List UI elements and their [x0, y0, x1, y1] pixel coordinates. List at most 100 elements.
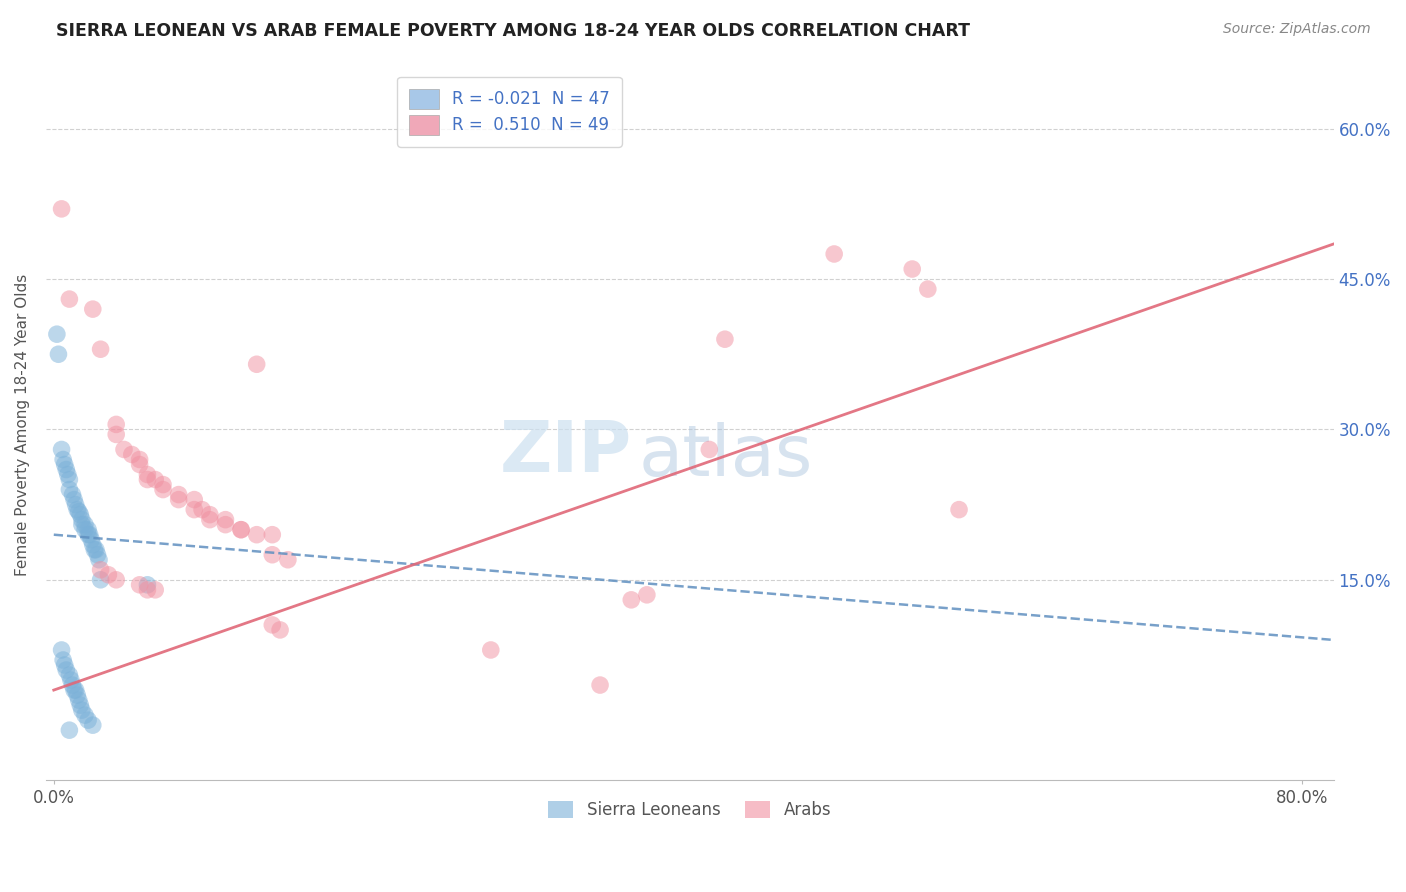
Point — [121, 448, 143, 462]
Point — [823, 247, 845, 261]
Point — [128, 452, 150, 467]
Point — [714, 332, 737, 346]
Point — [636, 588, 658, 602]
Point — [48, 347, 70, 361]
Text: SIERRA LEONEAN VS ARAB FEMALE POVERTY AMONG 18-24 YEAR OLDS CORRELATION CHART: SIERRA LEONEAN VS ARAB FEMALE POVERTY AM… — [56, 22, 970, 40]
Point — [97, 567, 120, 582]
Point — [105, 417, 128, 432]
Point — [67, 693, 90, 707]
Point — [51, 442, 73, 457]
Point — [191, 502, 214, 516]
Point — [82, 538, 104, 552]
Point — [917, 282, 939, 296]
Point — [73, 708, 96, 723]
Point — [55, 663, 77, 677]
Point — [65, 498, 87, 512]
Point — [58, 723, 80, 738]
Point — [56, 467, 79, 482]
Point — [198, 513, 221, 527]
Point — [77, 713, 100, 727]
Point — [82, 302, 104, 317]
Point — [167, 492, 190, 507]
Point — [45, 327, 67, 342]
Point — [183, 492, 205, 507]
Point — [67, 505, 90, 519]
Point — [51, 643, 73, 657]
Point — [62, 487, 84, 501]
Point — [82, 718, 104, 732]
Point — [214, 513, 236, 527]
Point — [697, 442, 720, 457]
Point — [84, 542, 107, 557]
Point — [58, 668, 80, 682]
Point — [262, 527, 284, 541]
Point — [66, 688, 89, 702]
Point — [79, 527, 101, 541]
Point — [136, 467, 159, 482]
Point — [58, 473, 80, 487]
Point — [63, 492, 86, 507]
Point — [246, 357, 269, 371]
Point — [901, 262, 924, 277]
Point — [73, 517, 96, 532]
Point — [90, 343, 112, 357]
Point — [70, 517, 93, 532]
Point — [70, 703, 93, 717]
Point — [479, 643, 502, 657]
Point — [66, 502, 89, 516]
Point — [77, 527, 100, 541]
Point — [198, 508, 221, 522]
Point — [152, 477, 174, 491]
Point — [229, 523, 252, 537]
Point — [246, 527, 269, 541]
Point — [128, 578, 150, 592]
Point — [589, 678, 612, 692]
Point — [183, 502, 205, 516]
Point — [214, 517, 236, 532]
Point — [105, 573, 128, 587]
Point — [90, 563, 112, 577]
Point — [59, 673, 82, 687]
Point — [69, 508, 91, 522]
Point — [105, 427, 128, 442]
Point — [948, 502, 970, 516]
Legend: Sierra Leoneans, Arabs: Sierra Leoneans, Arabs — [541, 794, 838, 825]
Point — [69, 698, 91, 712]
Point — [136, 473, 159, 487]
Point — [58, 483, 80, 497]
Point — [262, 548, 284, 562]
Point — [53, 658, 76, 673]
Point — [65, 683, 87, 698]
Point — [52, 452, 75, 467]
Point — [128, 458, 150, 472]
Point — [52, 653, 75, 667]
Point — [70, 513, 93, 527]
Point — [277, 553, 299, 567]
Point — [58, 292, 80, 306]
Point — [90, 573, 112, 587]
Point — [55, 462, 77, 476]
Point — [136, 578, 159, 592]
Point — [62, 678, 84, 692]
Point — [269, 623, 291, 637]
Point — [112, 442, 135, 457]
Point — [73, 523, 96, 537]
Text: atlas: atlas — [638, 422, 813, 491]
Point — [136, 582, 159, 597]
Point — [143, 582, 166, 597]
Point — [80, 533, 103, 547]
Point — [152, 483, 174, 497]
Text: Source: ZipAtlas.com: Source: ZipAtlas.com — [1223, 22, 1371, 37]
Point — [51, 202, 73, 216]
Point — [167, 487, 190, 501]
Point — [86, 548, 108, 562]
Point — [143, 473, 166, 487]
Point — [77, 523, 100, 537]
Point — [262, 618, 284, 632]
Point — [87, 553, 110, 567]
Point — [53, 458, 76, 472]
Point — [620, 592, 643, 607]
Point — [229, 523, 252, 537]
Text: ZIP: ZIP — [499, 418, 631, 487]
Point — [83, 542, 105, 557]
